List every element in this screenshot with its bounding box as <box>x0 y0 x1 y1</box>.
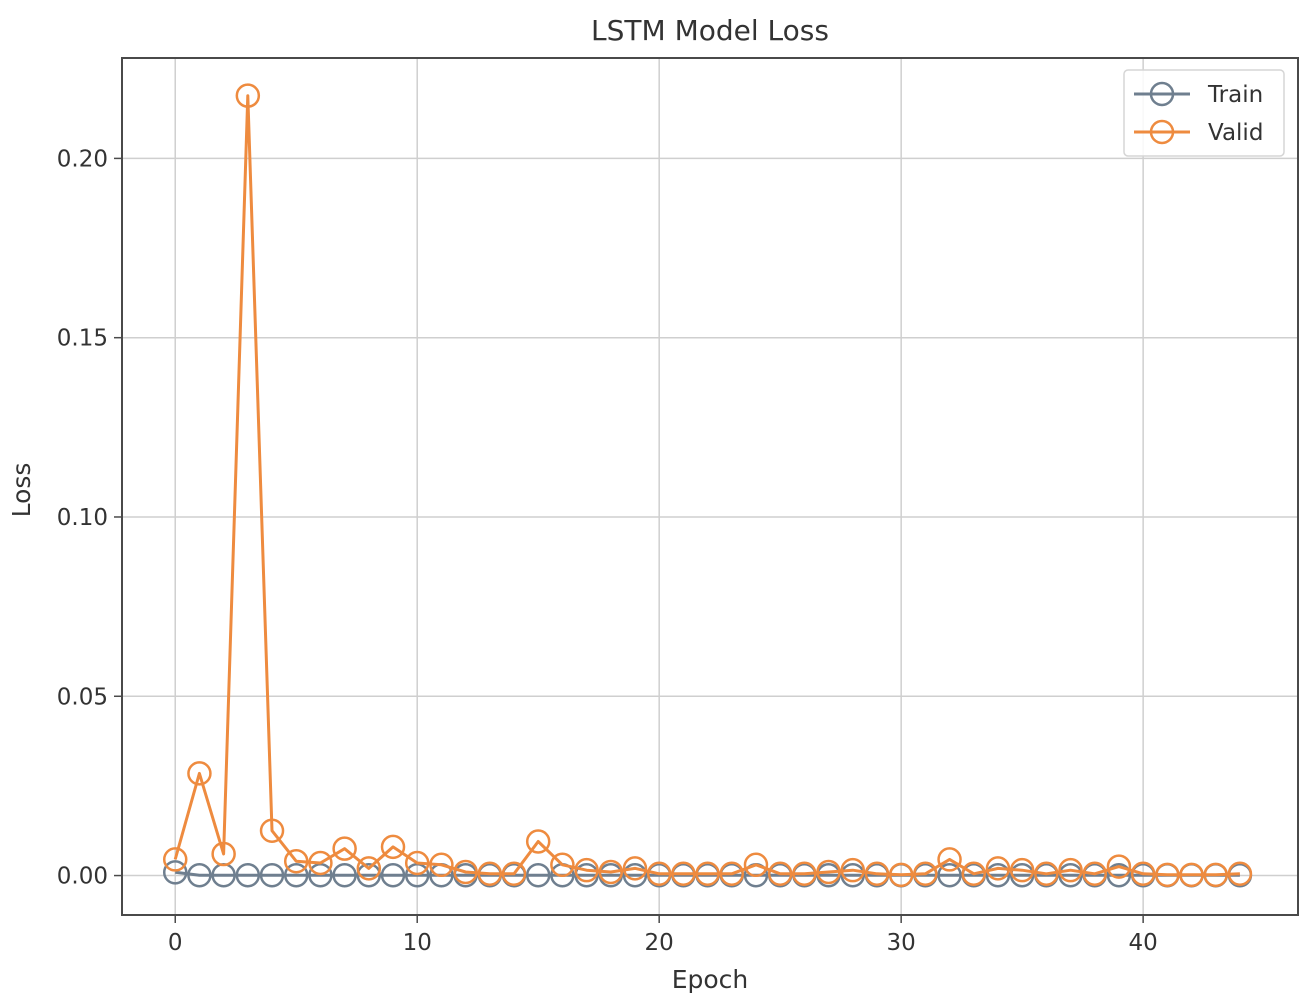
data-point-valid <box>477 861 503 887</box>
data-point-valid <box>404 850 430 876</box>
data-point-valid <box>1227 861 1253 887</box>
y-tick-label: 0.10 <box>57 505 108 531</box>
x-tick-label: 10 <box>403 930 432 956</box>
data-point-valid <box>235 83 261 108</box>
y-axis-label: Loss <box>7 463 36 518</box>
data-point-valid <box>429 852 454 878</box>
data-point-train <box>187 862 212 888</box>
data-point-valid <box>187 761 212 786</box>
data-point-valid <box>985 856 1011 881</box>
x-axis-label: Epoch <box>672 965 749 994</box>
data-point-valid <box>1155 862 1180 888</box>
data-point-valid <box>1106 854 1132 879</box>
y-tick-label: 0.00 <box>57 864 108 890</box>
data-point-valid <box>162 847 188 872</box>
data-point-train <box>380 862 406 888</box>
data-point-valid <box>259 818 285 843</box>
axis-ticks: 0 10 20 30 40 0.00 0.05 0.10 0.15 0.20 <box>57 146 1158 956</box>
x-tick-label: 40 <box>1128 930 1157 956</box>
grid <box>122 58 1298 915</box>
data-point-valid <box>332 836 357 861</box>
legend-box <box>1123 69 1285 157</box>
data-point-valid <box>380 834 406 860</box>
plot-area-frame <box>121 57 1299 916</box>
data-point-valid <box>550 852 575 878</box>
y-tick-label: 0.05 <box>57 684 108 710</box>
data-point-valid <box>1009 857 1035 883</box>
data-point-train <box>332 862 357 888</box>
y-tick-label: 0.15 <box>57 326 108 352</box>
plot-series <box>162 83 1253 888</box>
data-point-valid <box>211 841 236 867</box>
y-tick-label: 0.20 <box>57 146 108 172</box>
data-point-valid <box>308 850 333 876</box>
data-point-train <box>525 862 551 888</box>
x-tick-label: 20 <box>645 930 674 956</box>
data-point-valid <box>816 859 841 885</box>
chart-title: LSTM Model Loss <box>591 14 829 47</box>
data-point-train <box>1106 862 1132 888</box>
legend-marker-valid <box>1149 119 1175 145</box>
legend: Train Valid <box>1123 69 1285 157</box>
data-point-valid <box>695 861 720 887</box>
data-point-valid <box>961 861 987 887</box>
legend-label-train: Train <box>1207 82 1263 108</box>
data-point-train <box>259 862 285 888</box>
data-point-train <box>937 862 962 888</box>
data-point-train <box>622 862 648 888</box>
data-point-valid <box>598 859 624 885</box>
data-point-valid <box>888 862 914 888</box>
data-point-valid <box>356 856 382 881</box>
series-line-valid <box>173 94 1240 877</box>
legend-label-valid: Valid <box>1208 120 1263 146</box>
data-point-valid <box>719 861 745 887</box>
data-point-valid <box>840 857 866 883</box>
data-point-valid <box>1034 861 1059 887</box>
data-point-valid <box>1130 861 1156 887</box>
data-point-valid <box>1082 861 1107 887</box>
x-tick-label: 0 <box>168 930 183 956</box>
data-point-valid <box>671 861 696 887</box>
data-point-train <box>235 862 261 888</box>
legend-marker-train <box>1149 81 1175 107</box>
data-point-valid <box>792 861 817 887</box>
data-point-valid <box>574 857 599 883</box>
data-point-valid <box>767 861 793 887</box>
data-point-train <box>283 862 309 888</box>
data-point-valid <box>1179 862 1204 888</box>
series-valid <box>162 83 1253 888</box>
data-point-train <box>162 860 188 885</box>
data-point-train <box>356 862 382 888</box>
data-point-valid <box>622 856 648 881</box>
data-point-train <box>985 862 1011 888</box>
data-point-valid <box>525 829 551 854</box>
data-point-valid <box>453 859 478 885</box>
data-point-valid <box>913 861 938 887</box>
data-point-valid <box>864 861 890 887</box>
data-point-valid <box>283 848 309 874</box>
data-point-valid <box>1058 857 1083 883</box>
data-point-valid <box>743 852 769 878</box>
x-tick-label: 30 <box>887 930 916 956</box>
data-point-valid <box>646 861 672 887</box>
data-point-valid <box>1203 862 1228 888</box>
data-point-valid <box>937 847 962 872</box>
data-point-valid <box>501 861 527 887</box>
